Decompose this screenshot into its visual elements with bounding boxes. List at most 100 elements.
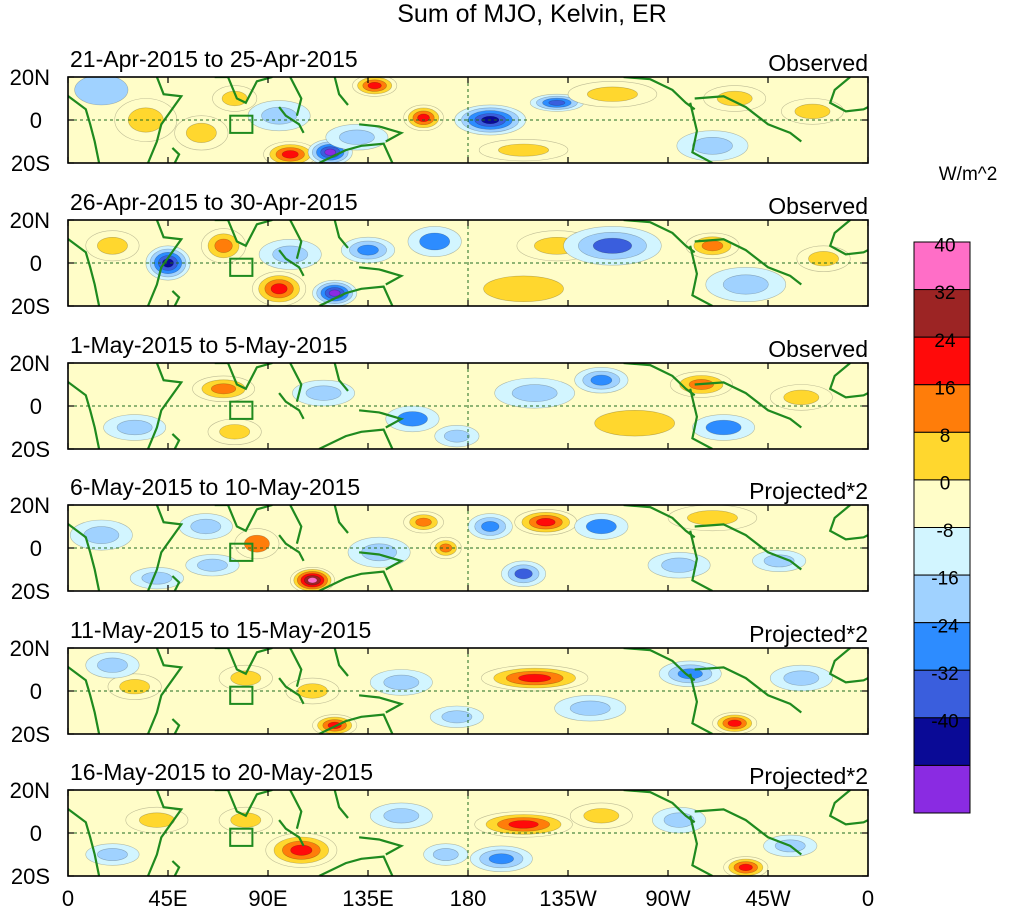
panels: 20N 0 20S 21-Apr-2015 to 25-Apr-2015 Observe… — [10, 46, 869, 889]
contour-level — [83, 526, 120, 544]
coastline — [68, 94, 101, 163]
anomaly-contour — [247, 100, 311, 132]
anomaly-contour — [574, 513, 629, 540]
coastline — [694, 95, 802, 143]
region-box — [229, 257, 254, 277]
contour-level — [230, 812, 262, 828]
anomaly-contour — [207, 418, 262, 445]
contour-level — [439, 543, 453, 553]
anomaly-contour — [567, 80, 658, 108]
anomaly-contour — [569, 802, 633, 829]
contour-level — [705, 419, 742, 436]
contour-level — [583, 808, 620, 824]
contour-level — [230, 670, 262, 686]
coastline — [333, 505, 349, 534]
coastline — [689, 102, 713, 163]
coastline — [68, 522, 101, 591]
panel-period-label: 11-May-2015 to 15-May-2015 — [70, 617, 371, 643]
panel: 20N 0 20S 6-May-2015 to 10-May-2015 Projecte… — [10, 474, 869, 604]
anomaly-contour — [769, 664, 833, 692]
anomaly-contour — [647, 551, 711, 579]
x-tick-label: 90W — [645, 886, 690, 911]
anomaly-contour — [423, 843, 469, 866]
coastline — [318, 285, 394, 306]
coastlines — [68, 648, 868, 734]
contour-level — [383, 808, 420, 824]
anomaly-contour — [347, 536, 411, 568]
coastline — [214, 363, 273, 391]
coastline — [333, 77, 349, 106]
panel: 20N 0 20S 11-May-2015 to 15-May-2015 Project… — [10, 617, 869, 747]
contour-level — [783, 389, 820, 406]
panel-period-label: 6-May-2015 to 10-May-2015 — [70, 474, 360, 500]
contour-level — [307, 577, 318, 584]
contour-level — [716, 90, 753, 107]
panel-type-label: Projected*2 — [749, 621, 868, 647]
anomaly-contour — [563, 226, 662, 266]
coastline — [68, 807, 101, 876]
anomaly-contour — [429, 705, 484, 728]
anomaly-contour — [723, 856, 769, 876]
anomaly-contour — [769, 384, 833, 411]
coastline — [694, 238, 802, 286]
colorbar-swatch — [913, 241, 971, 291]
y-tick-label: 20N — [10, 65, 50, 90]
chart-title: Sum of MJO, Kelvin, ER — [397, 0, 667, 28]
coastline — [171, 575, 181, 591]
coastline — [171, 290, 181, 306]
anomaly-contour — [212, 85, 258, 112]
anomaly-contour — [474, 811, 573, 838]
anomaly-contour — [434, 425, 480, 448]
panel-type-label: Observed — [768, 50, 868, 76]
y-tick-label: 20N — [10, 493, 50, 518]
coastline — [289, 363, 303, 402]
anomaly-contour — [796, 245, 851, 272]
anomaly-contour — [429, 536, 462, 560]
anomaly-contour — [667, 505, 758, 532]
colorbar-swatch — [913, 764, 971, 814]
anomaly-contour — [218, 806, 273, 834]
contour-level — [536, 517, 556, 527]
coastline — [694, 666, 802, 714]
y-tick-label: 20N — [10, 778, 50, 803]
anomaly-contour — [352, 77, 398, 97]
anomaly-contour — [218, 664, 273, 692]
anomaly-contour — [469, 845, 533, 872]
panel-period-label: 26-Apr-2015 to 30-Apr-2015 — [70, 189, 358, 215]
coastline — [689, 388, 713, 449]
panel: 20N 0 20S 1-May-2015 to 5-May-2015 Observed — [10, 332, 869, 462]
colorbar-label: -40 — [931, 711, 958, 732]
coastline — [146, 363, 184, 449]
contour-level — [808, 251, 839, 267]
anomaly-contour — [385, 405, 440, 433]
coastline — [828, 505, 868, 541]
anomaly-contour — [103, 414, 167, 441]
coastline — [333, 220, 349, 249]
colorbar-label: 16 — [934, 378, 955, 399]
contour-level — [794, 103, 831, 119]
panel-type-label: Observed — [768, 336, 868, 362]
coastline — [358, 551, 405, 571]
coastline — [318, 855, 394, 876]
coastline — [694, 808, 802, 856]
contour-level — [324, 148, 337, 156]
anomaly-contour — [265, 832, 338, 868]
y-tick-label: 20S — [11, 722, 50, 747]
contour-level — [383, 674, 420, 691]
contour-level — [338, 129, 375, 145]
anomaly-contour — [201, 228, 247, 264]
contour-level — [443, 429, 470, 443]
anomaly-contour — [705, 266, 787, 302]
y-tick-label: 20N — [10, 636, 50, 661]
coastline — [171, 718, 181, 734]
panel-period-label: 16-May-2015 to 20-May-2015 — [70, 759, 373, 785]
panel-type-label: Projected*2 — [749, 478, 868, 504]
colorbar-swatch — [913, 669, 971, 719]
y-tick-label: 20S — [11, 437, 50, 462]
contour-level — [397, 411, 428, 427]
coastline — [289, 220, 303, 259]
anomaly-contour — [85, 230, 140, 262]
x-tick-label: 135E — [342, 886, 393, 911]
panel: 20N 0 20S 16-May-2015 to 20-May-2015 Project… — [10, 759, 869, 889]
x-tick-label: 0 — [862, 886, 874, 911]
